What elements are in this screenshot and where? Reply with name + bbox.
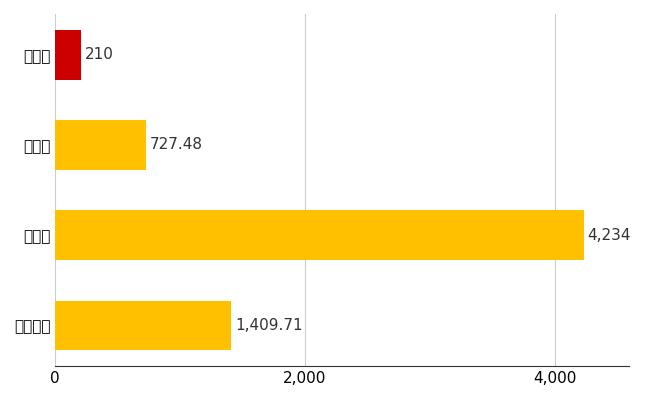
- Bar: [55, 210, 584, 260]
- Text: 210: 210: [85, 47, 114, 62]
- Bar: [55, 120, 146, 170]
- Text: 727.48: 727.48: [150, 138, 203, 152]
- Bar: [55, 30, 81, 80]
- Text: 1,409.71: 1,409.71: [235, 318, 302, 333]
- Bar: [55, 301, 231, 350]
- Text: 4,234: 4,234: [588, 228, 631, 243]
